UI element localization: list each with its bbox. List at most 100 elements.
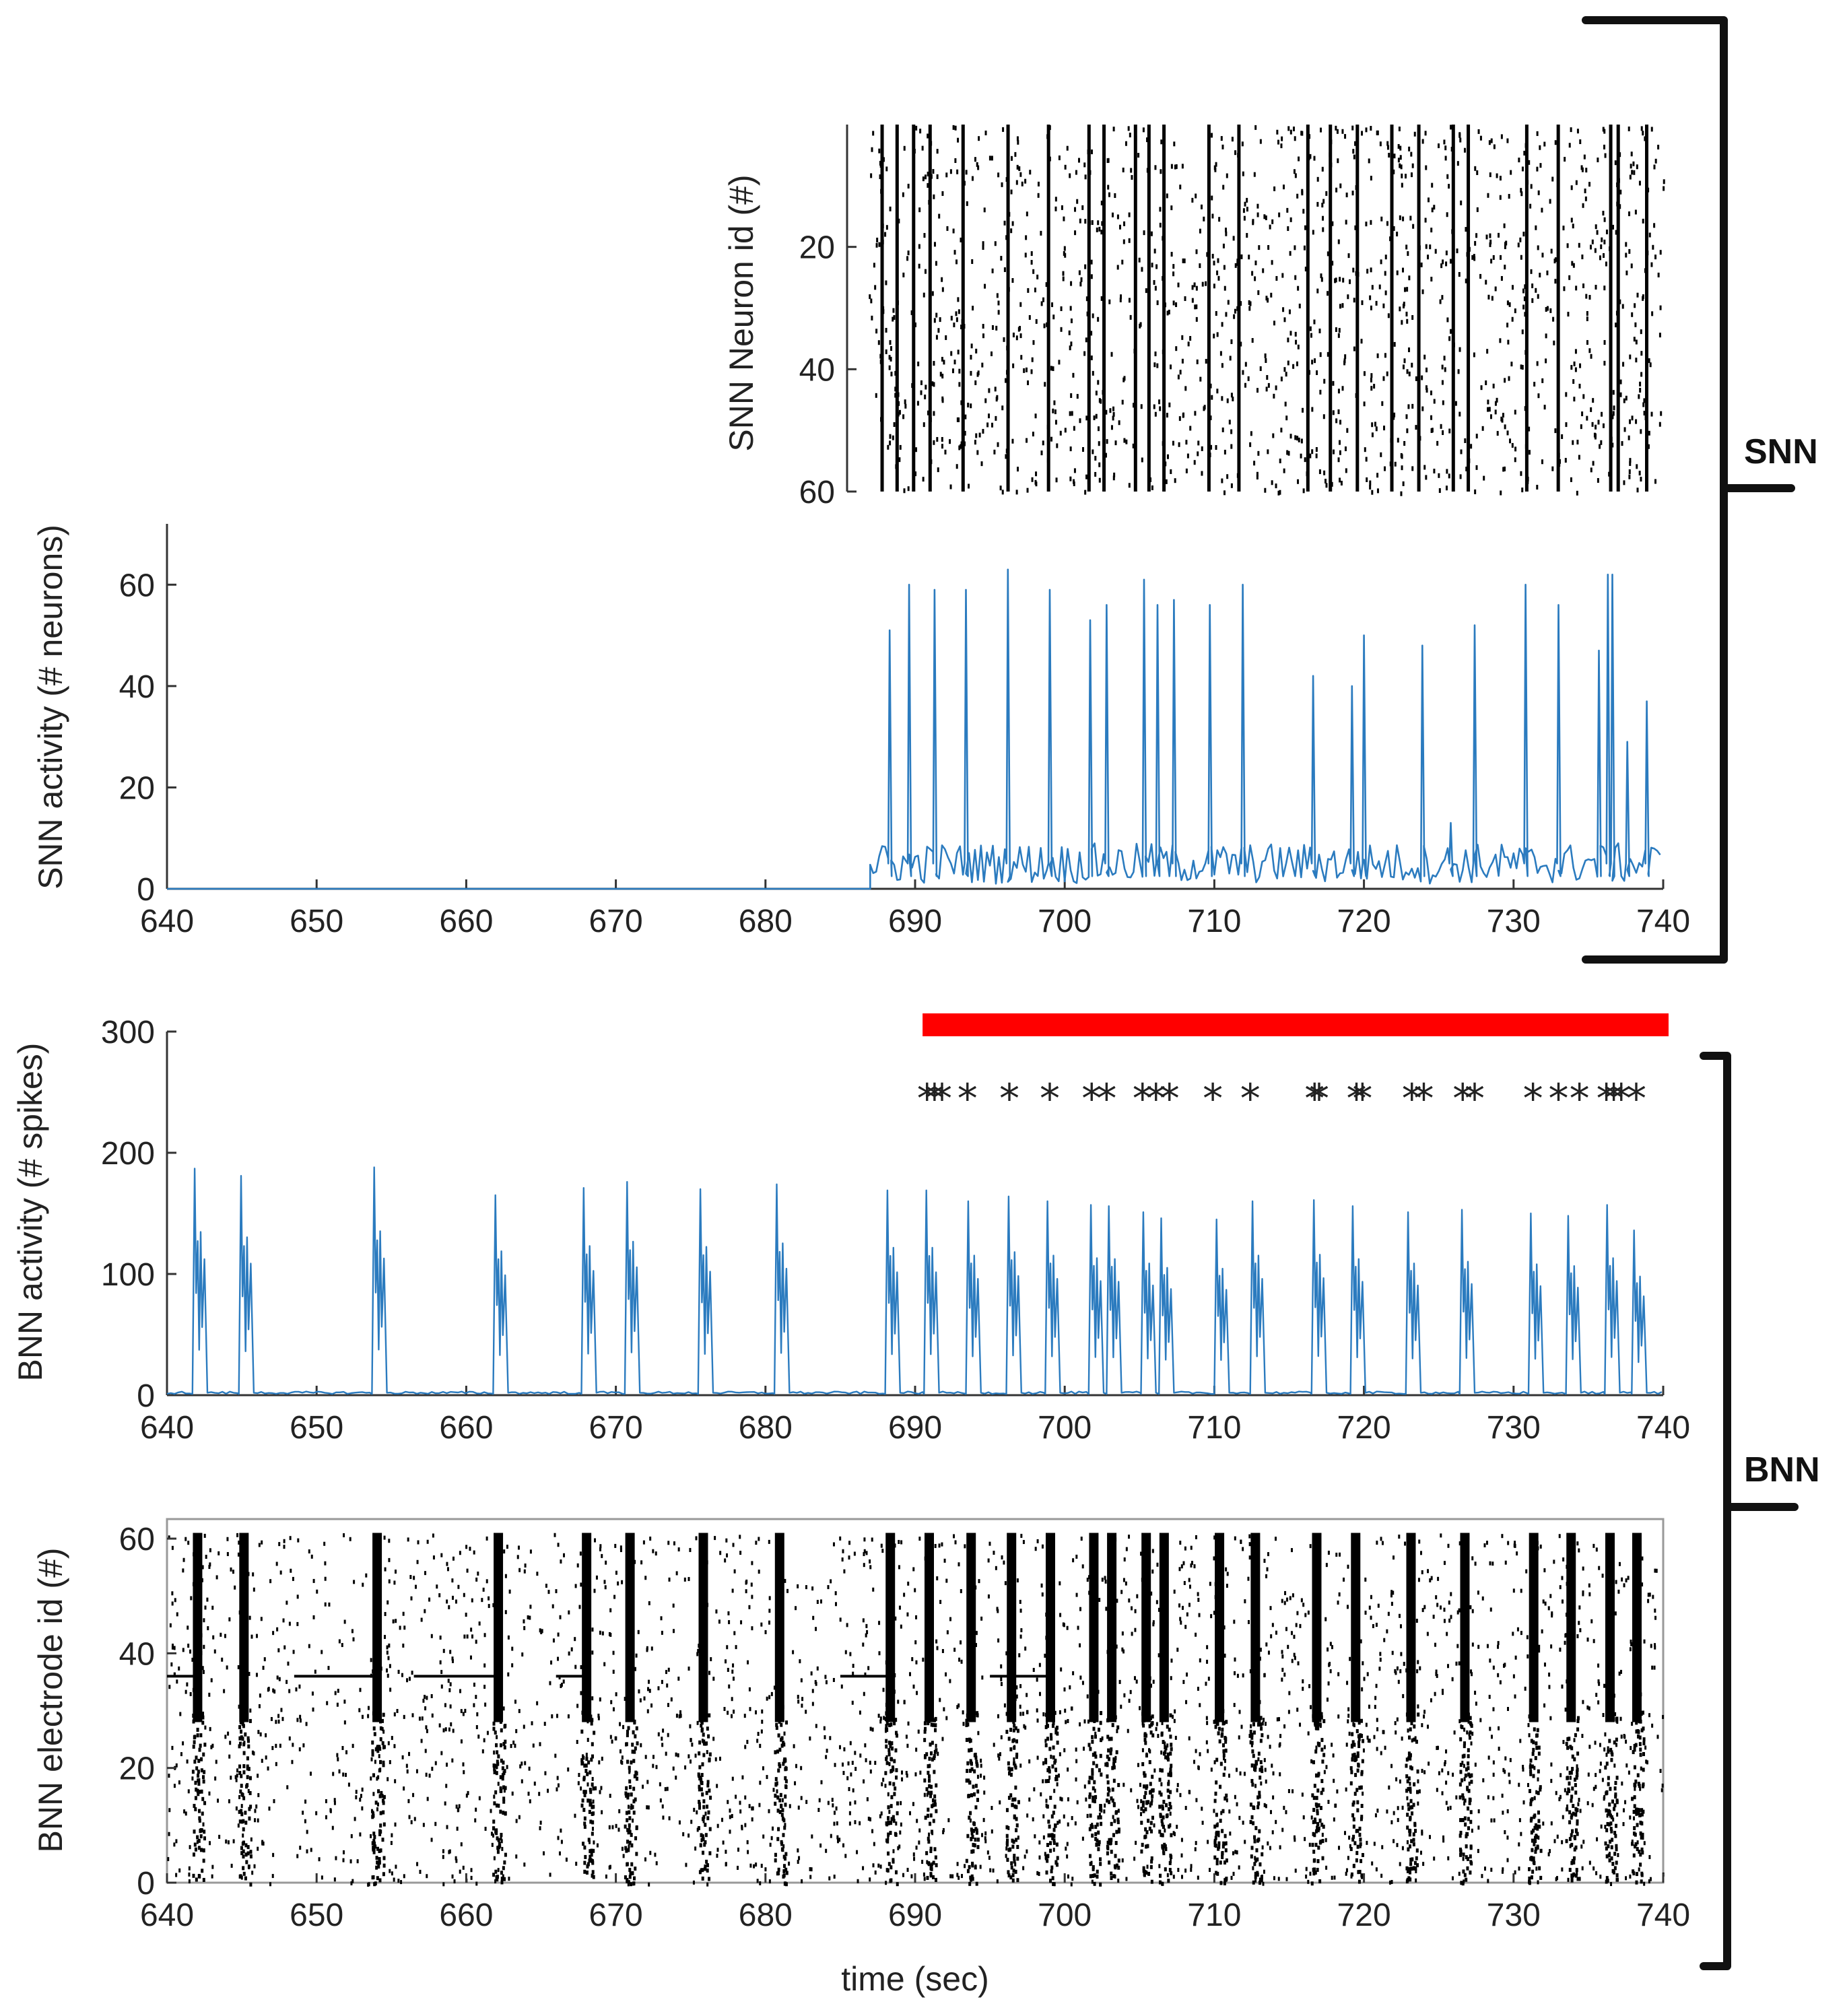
bnn-burst-spike: [1320, 1822, 1324, 1827]
bnn-burst-spike: [1145, 1830, 1149, 1835]
snn-spike: [1150, 231, 1153, 236]
snn-spike: [1369, 484, 1372, 490]
bnn-burst-spike: [1008, 1771, 1011, 1776]
bnn-spike: [989, 1868, 992, 1873]
snn-spike: [941, 287, 944, 292]
bnn-spike: [898, 1565, 900, 1570]
bnn-spike: [1347, 1707, 1350, 1712]
bnn-spike: [1247, 1619, 1250, 1624]
snn-spike: [922, 422, 925, 428]
bnn-burst-spike: [382, 1810, 385, 1815]
bnn-spike: [737, 1847, 739, 1852]
bnn-burst-spike: [1013, 1797, 1017, 1802]
bnn-spike: [538, 1792, 541, 1796]
bnn-spike: [1248, 1542, 1251, 1547]
snn-spike: [1622, 362, 1625, 367]
snn-spike: [927, 182, 929, 188]
snn-spike: [1609, 466, 1612, 471]
snn-spike: [1504, 265, 1506, 270]
snn-spike: [1573, 361, 1576, 366]
snn-spike: [1271, 480, 1273, 485]
snn-spike: [970, 354, 972, 360]
bnn-spike: [238, 1704, 240, 1709]
bnn-burst-spike: [1576, 1751, 1580, 1756]
bnn-spike: [887, 1573, 890, 1578]
bnn-spike: [913, 1856, 916, 1861]
bnn-burst-spike: [238, 1741, 242, 1746]
bnn-burst-spike: [1320, 1715, 1323, 1720]
bnn-burst-spike: [1164, 1867, 1167, 1872]
snn-spike: [1325, 483, 1328, 488]
bnn-burst-spike: [1415, 1856, 1418, 1860]
bnn-burst-spike: [965, 1737, 968, 1742]
snn-spike: [1437, 143, 1440, 149]
bnn-burst-spike: [702, 1850, 705, 1855]
snn-spike: [1054, 197, 1057, 202]
bnn-spike: [1628, 1770, 1630, 1775]
snn-spike: [1055, 477, 1058, 483]
bnn-activity-ytick-label: 0: [137, 1378, 155, 1414]
snn-spike: [1135, 135, 1137, 141]
bnn-burst-spike: [1405, 1774, 1409, 1779]
bnn-spike: [699, 1843, 702, 1848]
bnn-spike: [560, 1559, 562, 1564]
snn-spike: [1474, 489, 1477, 494]
bnn-burst-spike: [1013, 1859, 1016, 1864]
bnn-burst-spike: [929, 1849, 933, 1854]
bnn-burst-spike: [1158, 1778, 1162, 1782]
bnn-spike: [316, 1589, 318, 1594]
bnn-burst-spike: [1531, 1764, 1534, 1769]
bnn-burst-spike: [1252, 1753, 1255, 1758]
bnn-burst-spike: [1254, 1825, 1258, 1830]
bnn-burst-spike: [1459, 1762, 1463, 1767]
bnn-spike: [892, 1849, 895, 1854]
snn-spike: [1331, 221, 1334, 226]
bnn-burst-spike: [1574, 1733, 1577, 1737]
bnn-burst-spike: [923, 1738, 927, 1743]
snn-spike: [1605, 261, 1607, 267]
bnn-burst-spike: [1407, 1847, 1410, 1852]
bnn-burst-spike: [1088, 1804, 1092, 1809]
bnn-burst-spike: [1009, 1727, 1013, 1732]
bnn-spike: [654, 1852, 657, 1857]
bnn-burst-spike: [1013, 1761, 1016, 1766]
snn-spike: [906, 256, 909, 261]
bnn-spike: [447, 1679, 450, 1683]
burst-marker: *: [1611, 1075, 1632, 1122]
bnn-burst-spike: [931, 1757, 934, 1762]
bnn-spike: [171, 1545, 174, 1550]
bnn-spike: [1393, 1555, 1395, 1560]
bnn-burst-spike: [1166, 1752, 1170, 1757]
snn-spike: [1282, 307, 1285, 312]
bnn-burst-spike: [1319, 1806, 1322, 1811]
bnn-spike: [1059, 1796, 1062, 1801]
bnn-burst-spike: [589, 1849, 592, 1854]
snn-spike: [917, 361, 920, 366]
snn-spike: [1225, 231, 1228, 236]
bnn-spike: [308, 1644, 310, 1648]
bnn-burst-spike: [627, 1880, 630, 1885]
snn-spike: [1353, 298, 1355, 303]
snn-spike: [1289, 129, 1292, 135]
bnn-burst-spike: [1222, 1743, 1226, 1747]
bnn-spike: [1418, 1539, 1421, 1544]
bnn-burst-spike: [635, 1825, 638, 1829]
snn-spike: [1446, 317, 1449, 323]
snn-spike: [1174, 164, 1176, 170]
bnn-burst-spike: [246, 1739, 250, 1743]
bnn-burst-spike: [1252, 1722, 1255, 1726]
bnn-burst-spike: [1221, 1809, 1225, 1813]
bnn-burst-spike: [928, 1756, 931, 1761]
bnn-burst-spike: [1568, 1737, 1571, 1741]
bnn-burst-spike: [1256, 1795, 1260, 1800]
bnn-spike: [760, 1622, 763, 1627]
snn-spike: [1376, 473, 1379, 478]
bnn-burst-spike: [635, 1852, 638, 1856]
snn-spike: [1304, 267, 1307, 272]
bnn-spike: [731, 1714, 733, 1718]
bnn-spike: [187, 1541, 190, 1545]
snn-spike: [1289, 217, 1292, 222]
bnn-burst-spike: [1573, 1835, 1576, 1840]
snn-spike: [1311, 360, 1314, 365]
snn-spike: [1531, 283, 1534, 289]
